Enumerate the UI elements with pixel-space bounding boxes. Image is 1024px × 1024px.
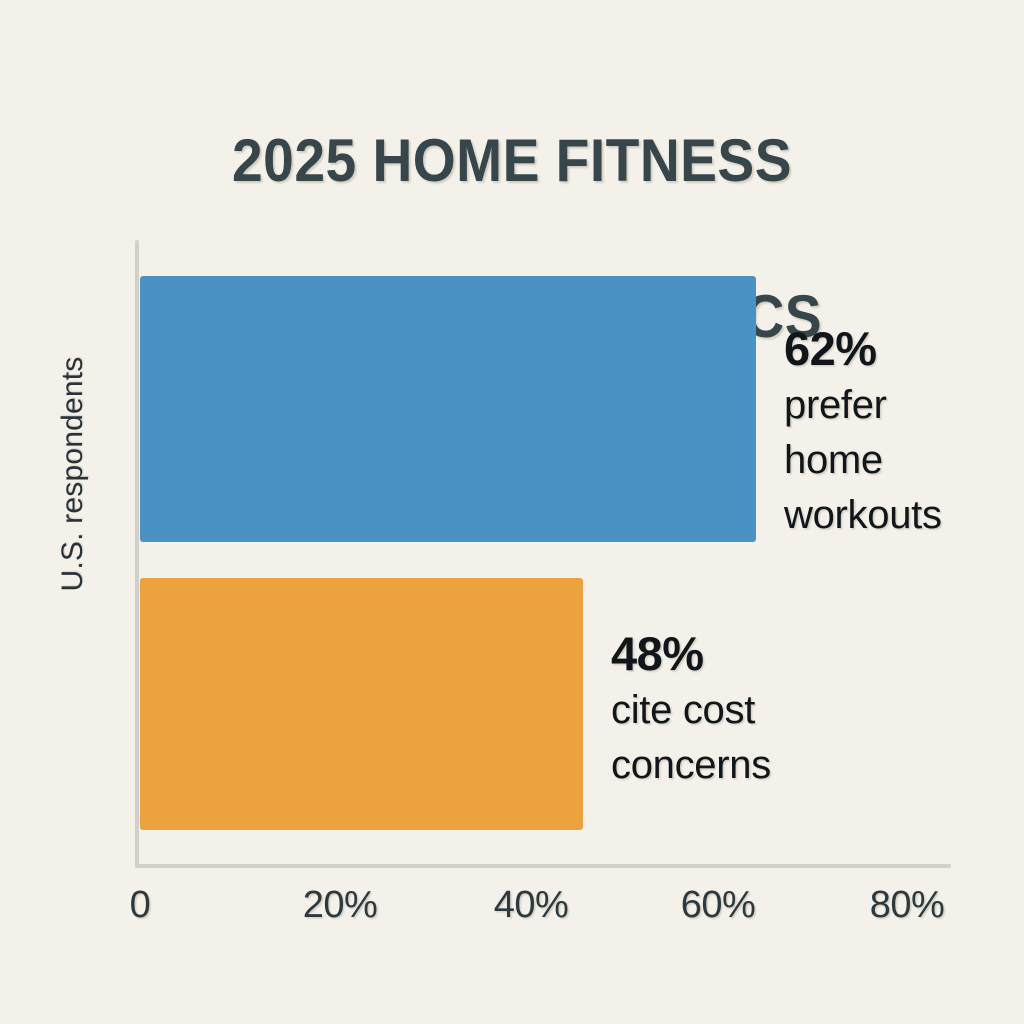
- x-axis-line: [135, 864, 951, 868]
- annotation-value-2: 48%: [611, 627, 704, 680]
- annotation-cite-cost-concerns: 48% cite cost concerns: [611, 625, 861, 793]
- annotation-description-2: cite cost concerns: [611, 688, 771, 787]
- bar-prefer-home-workouts[interactable]: [140, 276, 756, 542]
- x-tick-label-40: 40%: [493, 884, 569, 926]
- x-tick-label-0: 0: [129, 884, 151, 926]
- x-tick-label-60: 60%: [680, 884, 756, 926]
- chart-title-line-1: 2025 HOME FITNESS: [232, 127, 792, 194]
- annotation-prefer-home-workouts: 62% prefer home workouts: [784, 320, 1024, 543]
- annotation-value-1: 62%: [784, 322, 877, 375]
- y-axis-line: [135, 240, 139, 868]
- y-axis-label: U.S. respondents: [56, 356, 89, 592]
- x-tick-label-80: 80%: [869, 884, 945, 926]
- x-tick-label-20: 20%: [302, 884, 378, 926]
- bar-cite-cost-concerns[interactable]: [140, 578, 583, 830]
- annotation-description-1: prefer home workouts: [784, 383, 942, 537]
